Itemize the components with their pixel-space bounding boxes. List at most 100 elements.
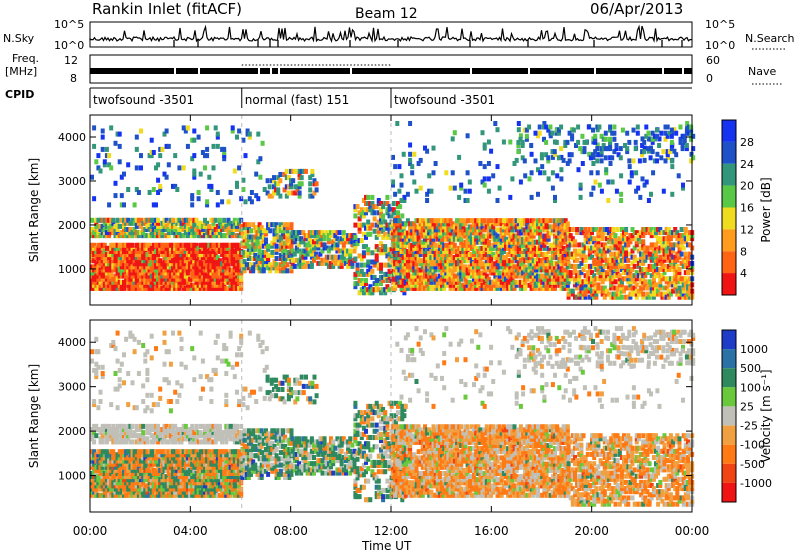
scatter-cell-117 — [109, 489, 114, 495]
scatter-cell-2977 — [512, 255, 517, 261]
scatter-cell-1700 — [353, 256, 358, 262]
scatter-cell-2248 — [423, 230, 427, 236]
scatter-cell-2280 — [427, 255, 432, 261]
scatter-cell-3585 — [596, 288, 601, 294]
scatter-cell-584 — [179, 258, 184, 264]
scatter-cell-2707 — [478, 239, 483, 245]
scatter-cell-3836 — [634, 230, 639, 236]
scatter-cell-2944 — [508, 239, 513, 245]
scatter-cell-351 — [143, 245, 148, 251]
scatter-cell-4260 — [192, 168, 197, 174]
scatter-cell-2261 — [425, 255, 430, 261]
scatter-cell-2279 — [427, 258, 432, 264]
scatter-cell-227 — [126, 282, 131, 288]
scatter-cell-1739 — [361, 281, 366, 287]
scatter-cell-3505 — [581, 248, 586, 254]
scatter-cell-815 — [215, 255, 220, 261]
scatter-cell-2999 — [514, 233, 519, 239]
scatter-cell-3529 — [585, 245, 590, 251]
scatter-cell-3956 — [656, 270, 661, 276]
scatter-cell-2935 — [508, 273, 513, 279]
scatter-cell-3877 — [641, 227, 646, 232]
scatter-cell-2265 — [425, 236, 430, 242]
scatter-cell-2734 — [482, 282, 487, 288]
scatter-cell-80 — [102, 483, 107, 489]
scatter-cell-3659 — [607, 233, 612, 239]
scatter-cell-2533 — [457, 258, 462, 264]
scatter-cell-2084 — [403, 239, 408, 245]
scatter-cell-909 — [232, 282, 237, 288]
scatter-cell-973 — [94, 223, 99, 229]
scatter-cell-46 — [96, 467, 101, 473]
scatter-cell-761 — [207, 249, 212, 254]
scatter-cell-2477 — [450, 273, 455, 279]
scatter-cell-4407 — [408, 121, 413, 126]
scatter-cell-2785 — [489, 285, 494, 291]
scatter-cell-3258 — [546, 233, 551, 239]
scatter-cell-1564 — [309, 248, 314, 254]
scatter-cell-4530 — [608, 161, 613, 166]
scatter-cell-714 — [200, 270, 205, 276]
scatter-cell-3550 — [590, 282, 594, 288]
scatter-cell-2132 — [410, 258, 415, 264]
scatter-cell-4283 — [215, 202, 220, 208]
scatter-cell-905 — [230, 249, 235, 254]
scatter-cell-4063 — [673, 270, 678, 276]
scatter-cell-408 — [154, 285, 158, 291]
scatter-cell-3130 — [531, 258, 536, 264]
scatter-cell-740 — [205, 276, 210, 282]
scatter-cell-1943 — [396, 210, 400, 216]
scatter-cell-67 — [100, 480, 105, 486]
scatter-cell-1822 — [376, 247, 381, 253]
scatter-cell-1663 — [341, 233, 346, 239]
scatter-cell-4106 — [679, 251, 684, 257]
scatter-cell-2256 — [425, 273, 430, 279]
scatter-cell-1010 — [111, 220, 116, 226]
scatter-cell-2527 — [457, 279, 462, 285]
scatter-cell-362 — [145, 258, 150, 264]
scatter-cell-239 — [126, 242, 131, 248]
scatter-cell-913 — [232, 267, 237, 273]
scatter-cell-2043 — [399, 255, 404, 261]
scatter-cell-2586 — [463, 258, 468, 264]
scatter-cell-1248 — [232, 227, 237, 232]
power-colorbar-tick-2: 20 — [740, 180, 754, 193]
scatter-cell-2158 — [412, 236, 417, 242]
scatter-cell-2217 — [418, 218, 423, 224]
scatter-cell-3274 — [548, 242, 553, 248]
scatter-cell-890 — [228, 255, 233, 261]
scatter-cell-4051 — [671, 263, 676, 269]
scatter-cell-2847 — [495, 218, 500, 224]
scatter-cell-267 — [130, 242, 135, 248]
scatter-cell-2753 — [484, 273, 489, 279]
scatter-cell-2727 — [480, 236, 485, 242]
scatter-cell-1991 — [393, 270, 398, 276]
scatter-cell-72 — [100, 464, 105, 470]
scatter-cell-4134 — [683, 236, 688, 242]
noise-right-tick-bottom: 10^0 — [705, 39, 735, 52]
scatter-cell-1590 — [318, 251, 323, 257]
scatter-cell-3900 — [647, 282, 652, 288]
scatter-cell-367 — [147, 285, 152, 291]
scatter-cell-1163 — [190, 230, 195, 236]
scatter-cell-41 — [96, 492, 101, 498]
scatter-cell-3807 — [630, 276, 635, 282]
scatter-cell-1385 — [264, 231, 268, 237]
scatter-cell-2060 — [401, 261, 406, 267]
scatter-cell-2486 — [450, 242, 455, 248]
scatter-cell-789 — [211, 255, 216, 261]
scatter-cell-2642 — [469, 230, 474, 236]
scatter-cell-4414 — [418, 185, 423, 191]
scatter-cell-172 — [115, 245, 120, 251]
scatter-cell-3588 — [596, 276, 601, 282]
scatter-cell-259 — [130, 270, 135, 276]
scatter-cell-2094 — [405, 270, 410, 276]
scatter-cell-4057 — [671, 233, 676, 239]
scatter-cell-2495 — [452, 276, 457, 282]
scatter-cell-2719 — [480, 270, 485, 276]
scatter-cell-2587 — [463, 255, 468, 261]
scatter-cell-1855 — [381, 216, 386, 222]
scatter-cell-3441 — [568, 242, 573, 248]
scatter-cell-2748 — [482, 221, 487, 227]
